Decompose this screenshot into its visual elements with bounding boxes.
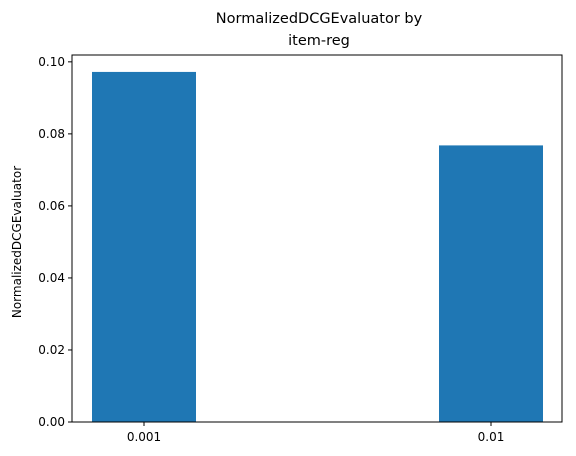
x-tick-label-0.01: 0.01 bbox=[478, 430, 505, 444]
y-tick-label-0.04: 0.04 bbox=[38, 271, 65, 285]
y-tick-label-0.06: 0.06 bbox=[38, 199, 65, 213]
x-tick-label-0.001: 0.001 bbox=[127, 430, 161, 444]
bar-0.001 bbox=[92, 71, 196, 423]
chart-title-line-1: NormalizedDCGEvaluator by bbox=[216, 11, 423, 27]
plot-area: 0.001 0.01 0.00 0.02 0.04 0.06 0.08 0.10 bbox=[38, 54, 563, 444]
bar-0.01 bbox=[439, 145, 543, 422]
plot-frame bbox=[71, 54, 563, 423]
chart-title-line-2: item-reg bbox=[288, 33, 350, 49]
y-axis-label: NormalizedDCGEvaluator bbox=[10, 166, 24, 318]
y-tick-label-0.10: 0.10 bbox=[38, 55, 65, 69]
y-tick-label-0.02: 0.02 bbox=[38, 343, 65, 357]
y-tick-label-0.08: 0.08 bbox=[38, 127, 65, 141]
y-tick-label-0.00: 0.00 bbox=[38, 415, 65, 429]
